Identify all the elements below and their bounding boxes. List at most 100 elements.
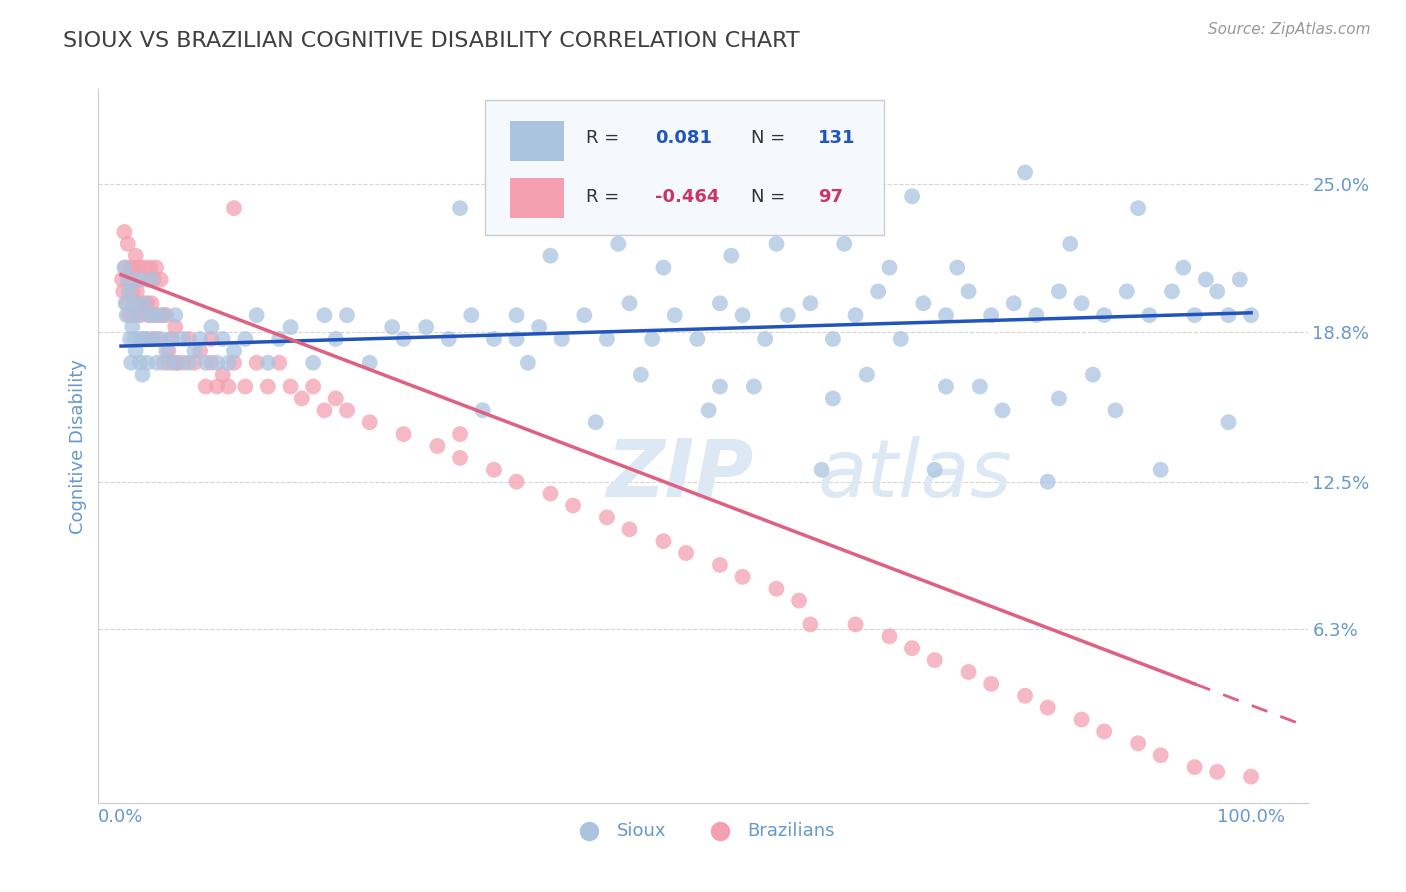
Point bbox=[115, 296, 138, 310]
Point bbox=[1036, 475, 1059, 489]
Point bbox=[159, 332, 181, 346]
Point bbox=[1206, 285, 1229, 299]
Point bbox=[969, 379, 991, 393]
Point bbox=[449, 450, 471, 465]
Point bbox=[1104, 403, 1126, 417]
Point bbox=[879, 260, 901, 275]
Point bbox=[1070, 713, 1092, 727]
Point bbox=[152, 308, 174, 322]
Point bbox=[136, 356, 159, 370]
Point bbox=[134, 260, 156, 275]
Point bbox=[142, 332, 165, 346]
Point bbox=[482, 332, 505, 346]
Point bbox=[269, 356, 291, 370]
Point bbox=[630, 368, 652, 382]
Point bbox=[765, 236, 787, 251]
Point bbox=[124, 332, 146, 346]
Point bbox=[269, 332, 291, 346]
Point bbox=[1115, 285, 1137, 299]
Point bbox=[845, 308, 868, 322]
Point bbox=[132, 296, 155, 310]
Point bbox=[135, 332, 157, 346]
Point bbox=[122, 296, 145, 310]
Legend: Sioux, Brazilians: Sioux, Brazilians bbox=[564, 815, 842, 847]
Point bbox=[946, 260, 969, 275]
Point bbox=[359, 356, 381, 370]
Point bbox=[118, 308, 141, 322]
Point bbox=[1081, 368, 1104, 382]
Point bbox=[392, 427, 415, 442]
Point bbox=[233, 332, 256, 346]
Point bbox=[538, 249, 561, 263]
Text: 97: 97 bbox=[818, 188, 842, 206]
Point bbox=[157, 343, 180, 358]
Text: ZIP: ZIP bbox=[606, 435, 754, 514]
Point bbox=[1184, 760, 1206, 774]
Point bbox=[641, 332, 664, 346]
Point bbox=[280, 320, 302, 334]
Point bbox=[912, 296, 935, 310]
Point bbox=[211, 368, 233, 382]
Point bbox=[1240, 770, 1263, 784]
Point bbox=[138, 308, 160, 322]
Point bbox=[709, 558, 731, 572]
Point bbox=[527, 320, 550, 334]
Point bbox=[124, 308, 146, 322]
Point bbox=[125, 285, 148, 299]
Point bbox=[246, 308, 269, 322]
Point bbox=[607, 236, 630, 251]
Y-axis label: Cognitive Disability: Cognitive Disability bbox=[69, 359, 87, 533]
Point bbox=[302, 379, 325, 393]
Point bbox=[890, 332, 912, 346]
Point bbox=[121, 285, 143, 299]
Point bbox=[664, 308, 686, 322]
Point bbox=[112, 225, 135, 239]
Text: SIOUX VS BRAZILIAN COGNITIVE DISABILITY CORRELATION CHART: SIOUX VS BRAZILIAN COGNITIVE DISABILITY … bbox=[63, 31, 800, 51]
Point bbox=[1014, 689, 1036, 703]
Point bbox=[129, 356, 152, 370]
Point bbox=[114, 296, 136, 310]
Point bbox=[392, 332, 415, 346]
Point bbox=[131, 332, 153, 346]
Point bbox=[924, 463, 946, 477]
Point bbox=[128, 260, 150, 275]
Point bbox=[117, 236, 139, 251]
Point bbox=[121, 320, 143, 334]
Point bbox=[200, 332, 222, 346]
Point bbox=[146, 356, 169, 370]
Point bbox=[1229, 272, 1251, 286]
Point bbox=[935, 308, 957, 322]
Point bbox=[336, 403, 359, 417]
Point bbox=[619, 522, 641, 536]
Point bbox=[810, 463, 832, 477]
Point bbox=[217, 356, 239, 370]
Point bbox=[172, 356, 194, 370]
Point bbox=[437, 332, 460, 346]
Point bbox=[177, 332, 200, 346]
Point bbox=[596, 510, 619, 524]
Point bbox=[136, 272, 159, 286]
Point bbox=[1195, 272, 1218, 286]
Point bbox=[155, 343, 177, 358]
Point bbox=[1218, 415, 1240, 429]
Point bbox=[120, 356, 142, 370]
Point bbox=[652, 534, 675, 549]
Point bbox=[120, 272, 142, 286]
Point bbox=[879, 629, 901, 643]
Point bbox=[152, 308, 174, 322]
Point bbox=[117, 272, 139, 286]
Point bbox=[138, 308, 160, 322]
Point bbox=[194, 356, 217, 370]
Point bbox=[128, 272, 150, 286]
Point bbox=[222, 201, 245, 215]
Point bbox=[166, 356, 188, 370]
Point bbox=[1036, 700, 1059, 714]
Point bbox=[205, 379, 228, 393]
Point bbox=[165, 308, 187, 322]
Point bbox=[449, 201, 471, 215]
Point bbox=[1070, 296, 1092, 310]
Point bbox=[1184, 308, 1206, 322]
Point bbox=[471, 403, 494, 417]
Point bbox=[257, 379, 280, 393]
Point bbox=[426, 439, 449, 453]
